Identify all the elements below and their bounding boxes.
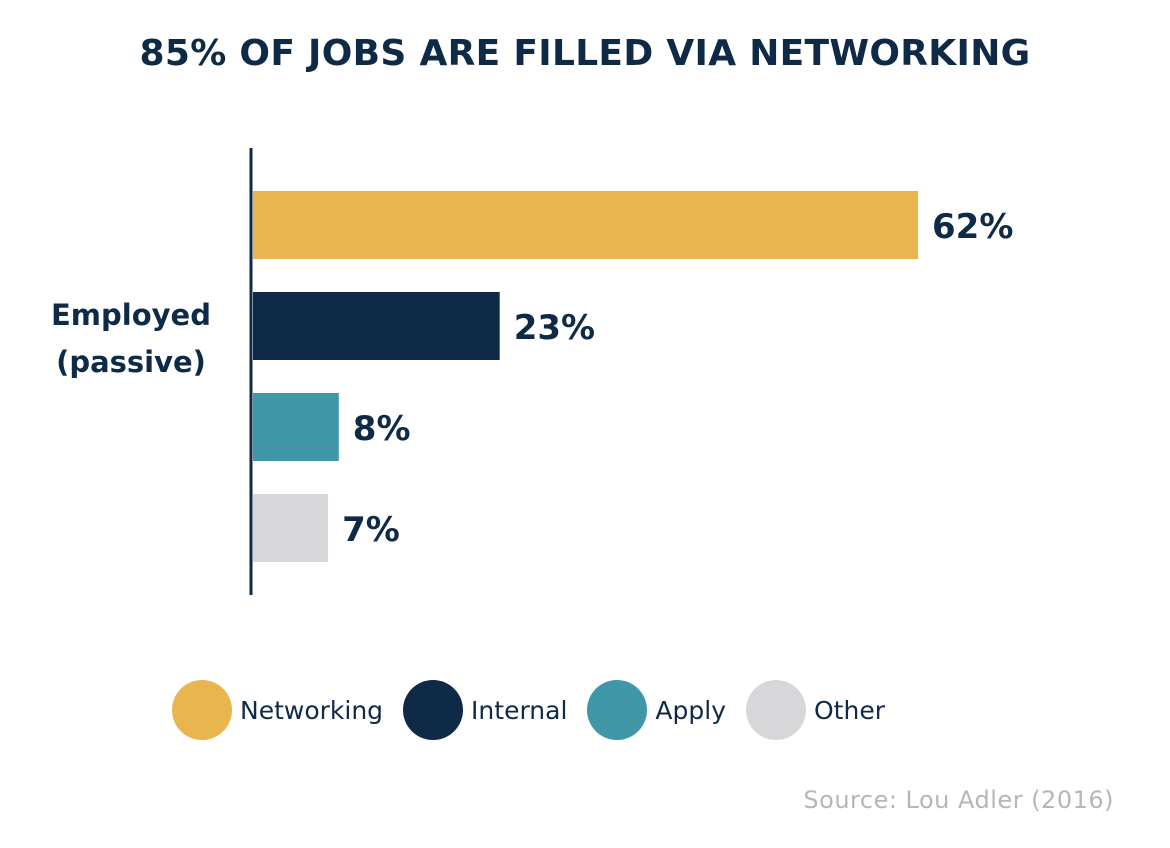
legend-item-networking: Networking [172, 680, 383, 740]
legend-label-apply: Apply [655, 695, 726, 725]
bar-value-label-apply: 8% [353, 409, 411, 449]
legend-label-internal: Internal [471, 695, 568, 725]
category-label: Employed (passive) [20, 292, 242, 386]
legend: Networking Internal Apply Other [172, 680, 905, 740]
legend-item-internal: Internal [403, 680, 567, 740]
bar-apply [253, 393, 339, 461]
bar-value-label-other: 7% [342, 510, 400, 550]
source-note: Source: Lou Adler (2016) [803, 786, 1114, 814]
bar-networking [253, 191, 918, 259]
bar-labels-group: 62% 23% 8% 7% [342, 207, 1013, 550]
legend-swatch-internal [403, 680, 464, 740]
bar-value-label-networking: 62% [932, 207, 1013, 247]
legend-swatch-apply [587, 680, 648, 740]
legend-label-other: Other [814, 695, 885, 725]
category-label-line-1: Employed [51, 298, 211, 332]
bar-internal [253, 292, 500, 360]
legend-item-apply: Apply [587, 680, 726, 740]
bar-other [253, 494, 329, 562]
bars-group [253, 191, 918, 562]
chart-title: 85% OF JOBS ARE FILLED VIA NETWORKING [139, 33, 1031, 74]
category-label-line-2: (passive) [56, 345, 206, 379]
legend-item-other: Other [746, 680, 885, 740]
legend-swatch-other [746, 680, 806, 740]
legend-swatch-networking [172, 680, 232, 740]
bar-value-label-internal: 23% [514, 308, 595, 348]
legend-label-networking: Networking [240, 695, 384, 725]
